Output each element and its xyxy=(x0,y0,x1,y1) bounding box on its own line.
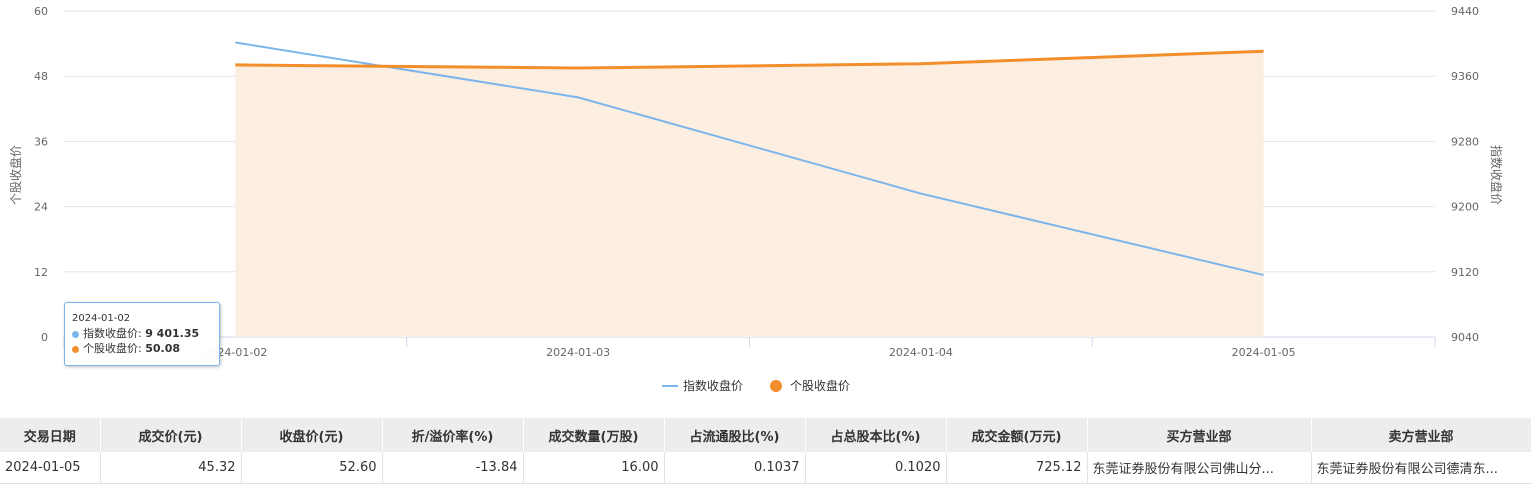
y-left-tick-label: 60 xyxy=(34,5,48,18)
x-tick-label: 2024-01-04 xyxy=(889,346,953,359)
col-volume[interactable]: 成交数量(万股) xyxy=(523,418,665,452)
x-tick-label: 2024-01-05 xyxy=(1232,346,1296,359)
x-tick-label: 2024-01-03 xyxy=(546,346,610,359)
y-axis-left: 0 12 24 36 48 60 xyxy=(34,5,48,344)
col-trade-price[interactable]: 成交价(元) xyxy=(100,418,242,452)
col-float-ratio[interactable]: 占流通股比(%) xyxy=(664,418,806,452)
y-left-tick-label: 36 xyxy=(34,135,48,148)
x-axis: 2024-01-02 2024-01-03 2024-01-04 2024-01-05 xyxy=(63,337,1436,359)
tooltip-stock-value: 50.08 xyxy=(145,342,180,355)
col-seller[interactable]: 卖方营业部 xyxy=(1311,418,1531,452)
legend-index-label: 指数收盘价 xyxy=(683,378,743,393)
cell-trade-date: 2024-01-05 xyxy=(0,452,101,484)
y-left-tick-label: 24 xyxy=(34,201,48,214)
cell-seller[interactable]: 东莞证券股份有限公司德清东... xyxy=(1311,452,1531,484)
table-row[interactable]: 2024-01-05 45.32 52.60 -13.84 16.00 0.10… xyxy=(0,452,1531,484)
cell-trade-price: 45.32 xyxy=(100,452,242,484)
y-right-tick-label: 9280 xyxy=(1451,135,1479,148)
y-right-tick-label: 9440 xyxy=(1451,5,1479,18)
tooltip-stock-row: 个股收盘价: 50.08 xyxy=(72,341,212,356)
y-right-tick-label: 9200 xyxy=(1451,201,1479,214)
index-dot-icon xyxy=(72,330,79,338)
block-trade-table: 交易日期 成交价(元) 收盘价(元) 折/溢价率(%) 成交数量(万股) 占流通… xyxy=(0,418,1531,484)
y-axis-right: 9040 9120 9200 9280 9360 9440 xyxy=(1451,5,1479,344)
y-axis-left-title: 个股收盘价 xyxy=(8,145,23,205)
stock-point xyxy=(577,67,580,70)
plot-area xyxy=(234,41,1265,337)
tooltip-index-label: 指数收盘价: xyxy=(83,327,146,340)
y-left-tick-label: 12 xyxy=(34,266,48,279)
cell-buyer[interactable]: 东莞证券股份有限公司佛山分... xyxy=(1087,452,1312,484)
stock-area-fill xyxy=(235,51,1264,337)
index-point xyxy=(234,41,237,44)
tooltip: 2024-01-02 指数收盘价: 9 401.35 个股收盘价: 50.08 xyxy=(64,302,220,366)
tooltip-date: 2024-01-02 xyxy=(72,313,131,324)
stock-point xyxy=(1262,50,1265,53)
cell-float-ratio: 0.1037 xyxy=(664,452,806,484)
index-point xyxy=(577,96,580,99)
tooltip-index-row: 指数收盘价: 9 401.35 xyxy=(72,326,212,341)
y-axis-right-title: 指数收盘价 xyxy=(1489,145,1504,205)
legend[interactable]: 指数收盘价 个股收盘价 xyxy=(662,378,850,393)
chart: 2024-01-02 2024-01-03 2024-01-04 2024-01-05… xyxy=(8,5,1504,393)
cell-amount: 725.12 xyxy=(946,452,1088,484)
y-right-tick-label: 9120 xyxy=(1451,266,1479,279)
legend-stock-dot-icon xyxy=(770,380,782,392)
index-point xyxy=(919,192,922,195)
stock-dot-icon xyxy=(72,345,79,353)
cell-close-price: 52.60 xyxy=(241,452,383,484)
col-trade-date[interactable]: 交易日期 xyxy=(0,418,101,452)
col-amount[interactable]: 成交金额(万元) xyxy=(946,418,1088,452)
tooltip-stock-label: 个股收盘价: xyxy=(83,342,146,355)
legend-stock-label: 个股收盘价 xyxy=(790,378,850,393)
col-premium-rate[interactable]: 折/溢价率(%) xyxy=(382,418,524,452)
stock-point xyxy=(919,62,922,65)
col-close-price[interactable]: 收盘价(元) xyxy=(241,418,383,452)
stock-point xyxy=(234,63,237,66)
index-point xyxy=(1262,274,1265,277)
cell-volume: 16.00 xyxy=(523,452,665,484)
cell-total-ratio: 0.1020 xyxy=(805,452,947,484)
cell-premium-rate: -13.84 xyxy=(382,452,524,484)
col-buyer[interactable]: 买方营业部 xyxy=(1087,418,1312,452)
index-close-line xyxy=(235,41,1264,277)
col-total-ratio[interactable]: 占总股本比(%) xyxy=(805,418,947,452)
table-header-row: 交易日期 成交价(元) 收盘价(元) 折/溢价率(%) 成交数量(万股) 占流通… xyxy=(0,418,1531,452)
y-right-tick-label: 9040 xyxy=(1451,331,1479,344)
y-left-tick-label: 48 xyxy=(34,70,48,83)
y-right-tick-label: 9360 xyxy=(1451,70,1479,83)
stock-close-line xyxy=(235,49,1264,70)
tooltip-index-value: 9 401.35 xyxy=(145,327,200,340)
y-left-tick-label: 0 xyxy=(41,331,48,344)
